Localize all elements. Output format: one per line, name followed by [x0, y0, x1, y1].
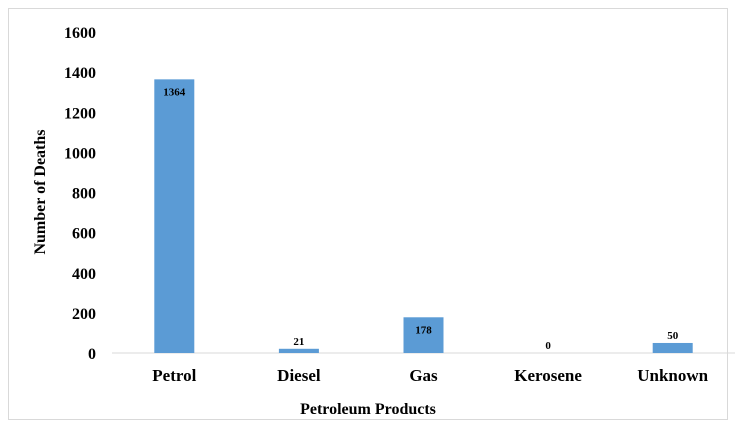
y-axis-ticks: 0 200 400 600 800 1000 1200 1400 1600	[64, 25, 96, 363]
x-axis-ticks: Petrol Diesel Gas Kerosene Unknown	[152, 366, 708, 385]
bar-petrol	[154, 79, 195, 353]
x-tick-label: Unknown	[637, 366, 708, 385]
bar-unknown	[652, 342, 693, 353]
y-tick-label: 1600	[64, 25, 96, 42]
data-label: 1364	[163, 86, 186, 98]
data-label: 21	[293, 336, 304, 348]
y-tick-label: 0	[88, 346, 96, 363]
y-tick-label: 800	[72, 186, 96, 203]
x-axis-title: Petroleum Products	[300, 401, 436, 418]
data-label: 178	[415, 324, 432, 336]
x-tick-label: Kerosene	[514, 366, 582, 385]
x-tick-label: Petrol	[152, 366, 196, 385]
bar-diesel	[278, 348, 319, 353]
chart-frame	[8, 8, 728, 420]
y-tick-label: 1400	[64, 65, 96, 82]
y-tick-label: 1000	[64, 145, 96, 162]
x-tick-label: Gas	[409, 366, 438, 385]
x-tick-label: Diesel	[277, 366, 321, 385]
bar-gas	[403, 317, 444, 353]
y-axis-title: Number of Deaths	[32, 129, 49, 254]
data-label: 50	[667, 330, 679, 342]
bars: 1364 21 178 0 50	[154, 79, 693, 353]
y-tick-label: 600	[72, 226, 96, 243]
y-tick-label: 400	[72, 266, 96, 283]
y-tick-label: 1200	[64, 105, 96, 122]
y-tick-label: 200	[72, 306, 96, 323]
data-label: 0	[545, 340, 551, 352]
